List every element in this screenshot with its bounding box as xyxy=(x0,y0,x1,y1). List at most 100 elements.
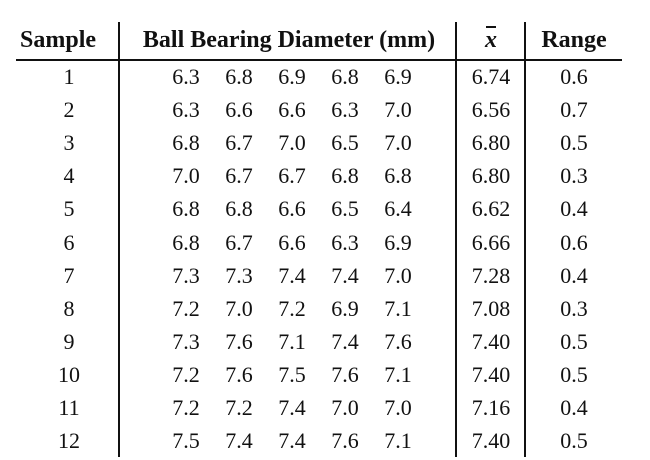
diameter-cell: 7.6 xyxy=(331,362,359,387)
diameter-cell: 6.8 xyxy=(331,163,359,188)
range-cell: 0.4 xyxy=(560,196,588,221)
range-cell: 0.5 xyxy=(560,329,588,354)
diameter-cell: 7.4 xyxy=(278,263,306,288)
diameter-cell: 7.3 xyxy=(225,263,253,288)
diameter-cell: 7.5 xyxy=(278,362,306,387)
diameter-cell: 7.1 xyxy=(384,362,412,387)
diameter-cell: 7.0 xyxy=(278,130,306,155)
diameter-cell: 7.2 xyxy=(172,362,200,387)
diameter-cell: 6.3 xyxy=(331,97,359,122)
column-divider-diameter xyxy=(455,22,457,457)
sample-cell: 12 xyxy=(58,428,80,453)
range-cell: 0.7 xyxy=(560,97,588,122)
diameter-cell: 6.3 xyxy=(331,230,359,255)
diameter-cell: 6.6 xyxy=(278,196,306,221)
diameter-cell: 7.6 xyxy=(331,428,359,453)
mean-cell: 7.08 xyxy=(471,296,511,321)
diameter-cell: 6.8 xyxy=(172,130,200,155)
diameter-cell: 6.7 xyxy=(278,163,306,188)
diameter-cell: 6.8 xyxy=(384,163,412,188)
mean-cell: 7.28 xyxy=(471,263,511,288)
diameter-cell: 7.0 xyxy=(384,130,412,155)
diameter-cell: 6.8 xyxy=(172,230,200,255)
diameter-cell: 6.6 xyxy=(278,230,306,255)
header-sample: Sample xyxy=(20,27,97,53)
diameter-cell: 6.3 xyxy=(172,64,200,89)
sample-cell: 1 xyxy=(63,64,75,89)
diameter-cell: 7.0 xyxy=(384,395,412,420)
diameter-cell: 6.7 xyxy=(225,163,253,188)
mean-cell: 6.74 xyxy=(471,64,511,89)
diameter-cell: 7.5 xyxy=(172,428,200,453)
diameter-cell: 6.6 xyxy=(278,97,306,122)
diameter-cell: 6.8 xyxy=(225,64,253,89)
diameter-cell: 7.4 xyxy=(278,395,306,420)
diameter-cell: 7.4 xyxy=(331,329,359,354)
diameter-cell: 7.1 xyxy=(384,296,412,321)
diameter-cell: 7.0 xyxy=(384,97,412,122)
range-cell: 0.6 xyxy=(560,230,588,255)
diameter-cell: 6.5 xyxy=(331,196,359,221)
column-divider-mean xyxy=(524,22,526,457)
diameter-cell: 7.1 xyxy=(278,329,306,354)
sample-cell: 11 xyxy=(58,395,80,420)
sample-cell: 7 xyxy=(63,263,75,288)
diameter-cell: 7.3 xyxy=(172,329,200,354)
diameter-cell: 6.6 xyxy=(225,97,253,122)
diameter-cell: 7.1 xyxy=(384,428,412,453)
sample-cell: 3 xyxy=(63,130,75,155)
range-cell: 0.5 xyxy=(560,130,588,155)
diameter-cell: 7.4 xyxy=(225,428,253,453)
sample-cell: 9 xyxy=(63,329,75,354)
diameter-cell: 7.0 xyxy=(384,263,412,288)
sample-cell: 4 xyxy=(63,163,75,188)
diameter-cell: 6.8 xyxy=(172,196,200,221)
diameter-cell: 6.7 xyxy=(225,130,253,155)
diameter-cell: 6.9 xyxy=(384,230,412,255)
diameter-cell: 7.2 xyxy=(225,395,253,420)
diameter-cell: 7.0 xyxy=(225,296,253,321)
mean-cell: 6.80 xyxy=(471,130,511,155)
sample-cell: 2 xyxy=(63,97,75,122)
diameter-cell: 7.2 xyxy=(172,395,200,420)
header-rule xyxy=(16,59,622,61)
diameter-cell: 7.4 xyxy=(331,263,359,288)
mean-cell: 6.62 xyxy=(471,196,511,221)
header-mean-symbol: x xyxy=(485,22,497,58)
diameter-cell: 7.6 xyxy=(384,329,412,354)
range-cell: 0.4 xyxy=(560,395,588,420)
diameter-cell: 6.5 xyxy=(331,130,359,155)
sample-cell: 10 xyxy=(58,362,80,387)
mean-cell: 7.40 xyxy=(471,428,511,453)
diameter-cell: 6.8 xyxy=(225,196,253,221)
diameter-cell: 7.2 xyxy=(278,296,306,321)
header-range: Range xyxy=(541,27,607,53)
mean-cell: 6.56 xyxy=(471,97,511,122)
sample-cell: 5 xyxy=(63,196,75,221)
diameter-cell: 7.2 xyxy=(172,296,200,321)
range-cell: 0.3 xyxy=(560,296,588,321)
diameter-cell: 7.3 xyxy=(172,263,200,288)
mean-cell: 7.40 xyxy=(471,362,511,387)
diameter-cell: 6.8 xyxy=(331,64,359,89)
range-cell: 0.5 xyxy=(560,428,588,453)
diameter-cell: 6.9 xyxy=(384,64,412,89)
diameter-cell: 6.7 xyxy=(225,230,253,255)
diameter-cell: 7.6 xyxy=(225,329,253,354)
diameter-cell: 6.3 xyxy=(172,97,200,122)
column-divider-sample xyxy=(118,22,120,457)
header-diameter: Ball Bearing Diameter (mm) xyxy=(142,27,436,53)
sample-cell: 6 xyxy=(63,230,75,255)
range-cell: 0.5 xyxy=(560,362,588,387)
sample-cell: 8 xyxy=(63,296,75,321)
diameter-cell: 7.0 xyxy=(331,395,359,420)
mean-cell: 7.40 xyxy=(471,329,511,354)
diameter-cell: 7.6 xyxy=(225,362,253,387)
diameter-cell: 6.9 xyxy=(331,296,359,321)
diameter-cell: 7.4 xyxy=(278,428,306,453)
diameter-cell: 7.0 xyxy=(172,163,200,188)
range-cell: 0.4 xyxy=(560,263,588,288)
mean-cell: 6.66 xyxy=(471,230,511,255)
diameter-cell: 6.9 xyxy=(278,64,306,89)
